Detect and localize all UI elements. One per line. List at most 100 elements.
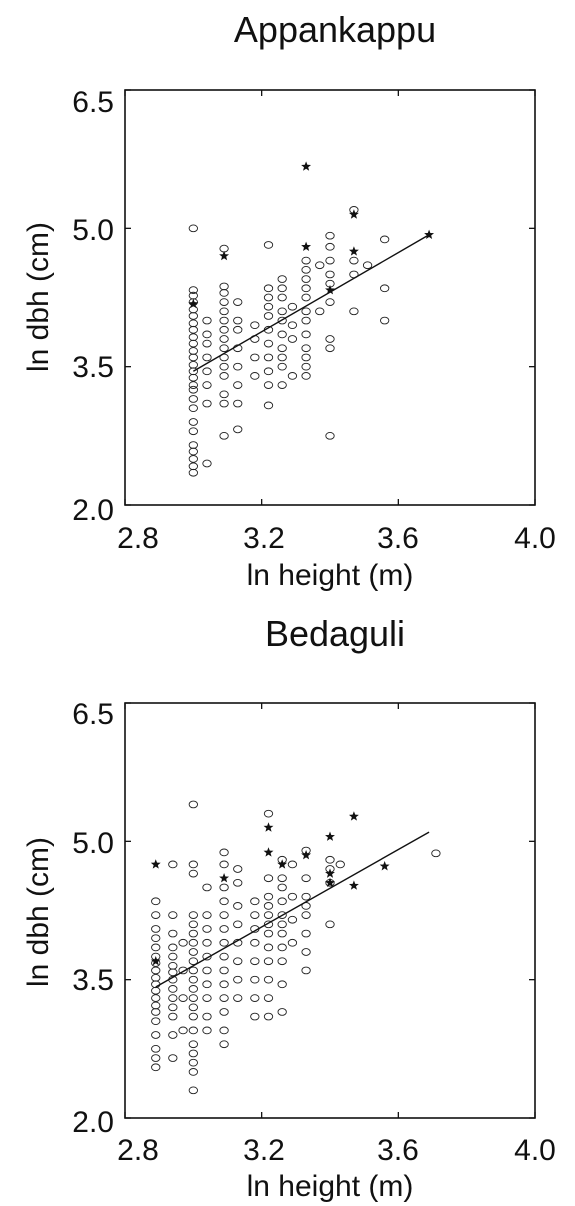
data-point-circle bbox=[325, 298, 335, 306]
data-point-circle bbox=[315, 307, 325, 316]
data-point-circle bbox=[301, 874, 311, 883]
data-point-circle bbox=[168, 911, 178, 919]
data-point-circle bbox=[188, 455, 198, 463]
data-point-circle bbox=[233, 381, 243, 389]
data-point-circle bbox=[349, 307, 359, 316]
data-point-circle bbox=[219, 860, 229, 869]
data-point-circle bbox=[301, 316, 311, 325]
data-point-circle bbox=[188, 800, 198, 809]
plot-marks bbox=[124, 89, 536, 506]
x-tick-label: 2.8 bbox=[117, 1134, 159, 1167]
data-point-circle bbox=[202, 1012, 212, 1021]
data-point-circle bbox=[188, 286, 198, 294]
data-point-circle bbox=[188, 339, 198, 348]
data-point-circle bbox=[178, 994, 188, 1002]
data-point-star bbox=[348, 811, 359, 821]
data-point-circle bbox=[202, 459, 212, 468]
data-point-circle bbox=[277, 920, 287, 929]
data-point-circle bbox=[301, 372, 311, 380]
data-point-circle bbox=[202, 952, 212, 961]
data-point-circle bbox=[188, 381, 198, 389]
data-point-circle bbox=[202, 339, 212, 348]
data-point-circle bbox=[277, 344, 287, 353]
data-point-circle bbox=[263, 929, 274, 938]
data-point-circle bbox=[188, 869, 198, 878]
y-axis-label: ln dbh (cm) bbox=[22, 222, 55, 372]
data-point-star bbox=[325, 284, 335, 295]
data-point-circle bbox=[233, 920, 243, 929]
data-point-circle bbox=[277, 883, 287, 892]
data-point-circle bbox=[188, 1058, 198, 1067]
data-point-circle bbox=[380, 316, 390, 325]
data-point-circle bbox=[188, 920, 198, 929]
data-point-circle bbox=[188, 319, 198, 328]
data-point-circle bbox=[219, 316, 229, 325]
chart-panel-bedaguli: Bedaguli 6.5 5.0 3.5 2.0 2.8 3.2 3.6 4.0… bbox=[22, 613, 556, 1203]
data-point-circle bbox=[188, 404, 198, 413]
data-point-circle bbox=[219, 325, 229, 334]
data-point-circle bbox=[263, 353, 274, 362]
data-point-circle bbox=[301, 911, 311, 919]
data-point-circle bbox=[202, 330, 212, 339]
data-point-circle bbox=[202, 994, 212, 1002]
data-point-circle bbox=[188, 994, 198, 1002]
data-point-circle bbox=[315, 261, 325, 270]
data-point-star bbox=[219, 250, 230, 261]
x-tick-label: 3.2 bbox=[243, 1134, 285, 1167]
data-point-circle bbox=[277, 275, 287, 283]
data-point-circle bbox=[202, 316, 212, 325]
chart-title: Bedaguli bbox=[265, 613, 405, 654]
chart-panel-appankappu: Appankappu 6.5 5.0 3.5 2.0 2.8 3.2 3.6 4… bbox=[22, 9, 556, 592]
data-point-circle bbox=[301, 284, 311, 293]
chart-title: Appankappu bbox=[234, 9, 436, 50]
data-point-circle bbox=[287, 892, 298, 901]
data-point-circle bbox=[188, 1026, 198, 1035]
data-point-circle bbox=[219, 897, 229, 906]
data-point-circle bbox=[168, 968, 178, 977]
data-point-circle bbox=[250, 353, 260, 362]
data-point-circle bbox=[250, 897, 260, 906]
data-point-circle bbox=[202, 883, 212, 892]
data-point-circle bbox=[287, 302, 298, 311]
data-point-circle bbox=[325, 920, 335, 929]
data-point-circle bbox=[168, 994, 178, 1002]
data-point-circle bbox=[188, 1068, 198, 1076]
data-point-circle bbox=[233, 298, 243, 306]
data-point-circle bbox=[263, 809, 274, 818]
data-point-circle bbox=[250, 911, 260, 919]
x-axis-label: ln height (m) bbox=[247, 559, 414, 592]
regression-line bbox=[155, 831, 430, 988]
data-point-circle bbox=[188, 360, 198, 369]
regression-line bbox=[192, 234, 430, 372]
data-point-circle bbox=[151, 943, 161, 952]
x-tick-label: 3.6 bbox=[377, 1134, 419, 1167]
data-point-circle bbox=[263, 874, 274, 883]
data-point-circle bbox=[277, 316, 287, 325]
data-point-circle bbox=[168, 1003, 178, 1012]
data-point-star bbox=[150, 956, 161, 966]
data-point-circle bbox=[233, 425, 243, 434]
x-tick-label: 3.6 bbox=[377, 522, 419, 555]
data-point-circle bbox=[188, 1049, 198, 1058]
data-point-circle bbox=[287, 372, 298, 380]
data-point-circle bbox=[287, 938, 298, 947]
data-point-circle bbox=[219, 911, 229, 919]
data-point-circle bbox=[250, 1012, 260, 1021]
y-tick-label: 2.0 bbox=[72, 1106, 114, 1139]
data-point-circle bbox=[202, 381, 212, 389]
data-point-circle bbox=[250, 372, 260, 380]
data-point-circle bbox=[219, 883, 229, 892]
data-point-circle bbox=[277, 330, 287, 339]
data-point-circle bbox=[301, 966, 311, 975]
data-point-circle bbox=[325, 256, 335, 265]
data-point-circle bbox=[168, 1054, 178, 1062]
data-point-circle bbox=[263, 381, 274, 389]
data-point-circle bbox=[301, 265, 311, 274]
data-point-circle bbox=[263, 943, 274, 952]
data-point-circle bbox=[263, 957, 274, 966]
data-point-circle bbox=[301, 344, 311, 353]
data-point-circle bbox=[349, 256, 359, 265]
data-point-circle bbox=[301, 275, 311, 283]
data-point-star bbox=[219, 873, 230, 883]
data-point-circle bbox=[233, 399, 243, 408]
